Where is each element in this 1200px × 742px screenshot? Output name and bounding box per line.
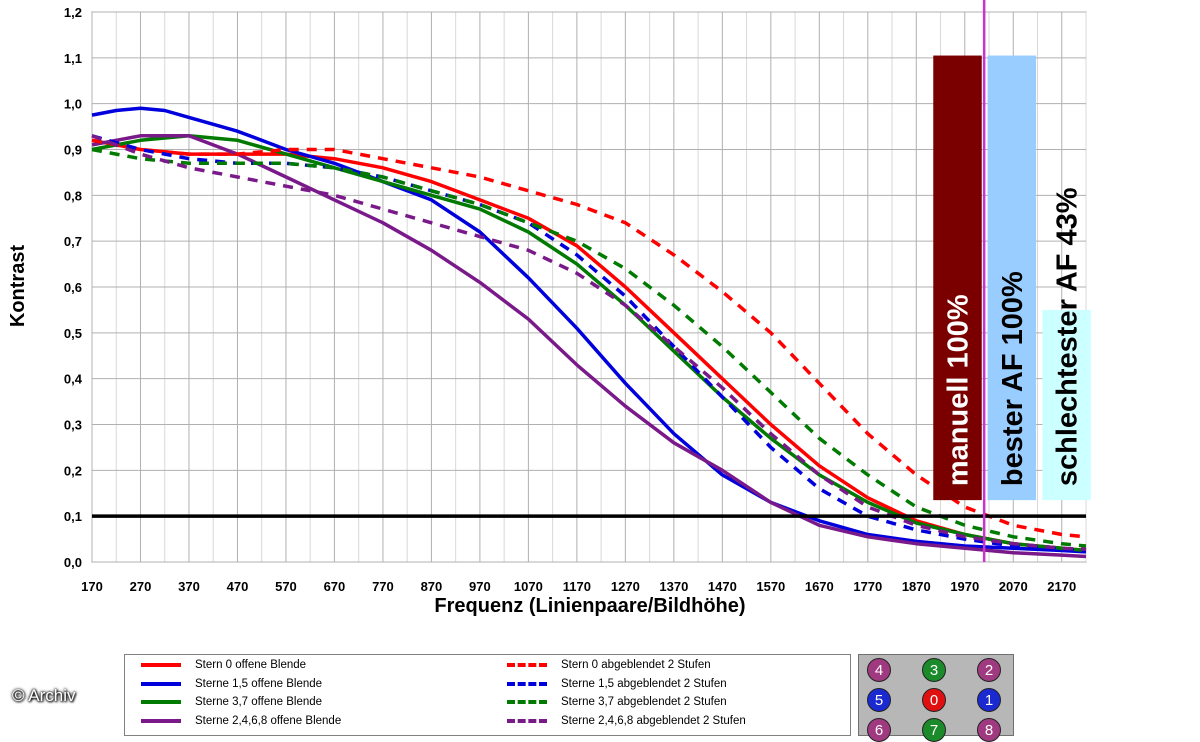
legend-swatch <box>507 718 547 723</box>
y-tick-label: 0,7 <box>64 234 82 249</box>
y-tick-label: 0,0 <box>64 555 82 570</box>
chart-ticks: 170 270 370 470 570 670 770 870 970 1070 1170 1270 1… <box>64 5 1076 594</box>
star-position-8: 8 <box>977 718 1001 742</box>
y-tick-label: 0,2 <box>64 463 82 478</box>
x-tick-label: 570 <box>275 579 297 594</box>
legend-item: Sterne 1,5 offene Blende <box>141 675 322 693</box>
legend-item: Sterne 2,4,6,8 abgeblendet 2 Stufen <box>507 712 746 730</box>
x-tick-label: 1370 <box>659 579 688 594</box>
star-position-3: 3 <box>922 658 946 682</box>
y-tick-label: 0,4 <box>64 372 83 387</box>
x-tick-label: 470 <box>227 579 249 594</box>
star-position-4: 4 <box>867 658 891 682</box>
series-line-8 <box>91 134 1087 551</box>
x-tick-label: 370 <box>178 579 200 594</box>
star-position-6: 6 <box>867 718 891 742</box>
bar-2 <box>987 55 1037 501</box>
legend-item: Stern 0 offene Blende <box>141 656 306 674</box>
x-tick-label: 1470 <box>708 579 737 594</box>
x-tick-label: 2070 <box>999 579 1028 594</box>
bar-label-3: schlechtester AF 43% <box>1052 187 1084 486</box>
legend-swatch <box>141 718 181 723</box>
star-position-map: 4 3 2 5 0 1 6 7 8 <box>858 654 1014 742</box>
legend-label: Sterne 2,4,6,8 abgeblendet 2 Stufen <box>561 714 746 727</box>
star-position-0: 0 <box>922 688 946 712</box>
y-tick-label: 0,9 <box>64 143 82 158</box>
series-line-4 <box>91 134 1087 559</box>
x-tick-label: 1170 <box>563 579 591 594</box>
y-tick-label: 1,1 <box>64 51 82 66</box>
y-tick-label: 1,2 <box>64 5 82 20</box>
y-tick-label: 0,6 <box>64 280 82 295</box>
star-position-5: 5 <box>867 688 891 712</box>
legend-swatch <box>507 663 547 667</box>
x-tick-label: 770 <box>372 579 394 594</box>
legend-swatch <box>141 663 181 667</box>
legend-item: Sterne 3,7 abgeblendet 2 Stufen <box>507 693 727 711</box>
bar-3 <box>1042 309 1091 501</box>
legend-label: Sterne 2,4,6,8 offene Blende <box>195 714 342 727</box>
star-position-7: 7 <box>922 718 946 742</box>
legend-swatch <box>507 681 547 686</box>
bar-label-1: manuell 100% <box>943 294 975 486</box>
legend-label: Sterne 1,5 offene Blende <box>195 677 323 690</box>
x-tick-label: 2170 <box>1047 579 1076 594</box>
y-tick-label: 0,5 <box>64 326 82 341</box>
x-tick-label: 1570 <box>756 579 785 594</box>
x-tick-label: 170 <box>81 579 103 594</box>
legend-label: Stern 0 offene Blende <box>195 659 307 671</box>
legend-label: Sterne 3,7 offene Blende <box>195 696 323 708</box>
legend-item: Stern 0 abgeblendet 2 Stufen <box>507 656 711 674</box>
legend-item: Sterne 3,7 offene Blende <box>141 693 322 711</box>
star-position-1: 1 <box>977 688 1001 712</box>
legend-swatch <box>141 700 181 704</box>
legend-label: Sterne 3,7 abgeblendet 2 Stufen <box>561 696 727 708</box>
x-tick-label: 1070 <box>514 579 543 594</box>
legend-item: Sterne 2,4,6,8 offene Blende <box>141 712 341 730</box>
x-tick-label: 870 <box>421 579 443 594</box>
y-axis-label: Kontrast <box>7 245 29 328</box>
x-tick-label: 1870 <box>902 579 931 594</box>
x-tick-label: 1970 <box>950 579 979 594</box>
x-tick-label: 270 <box>130 579 152 594</box>
star-position-2: 2 <box>977 658 1001 682</box>
mtf-chart: manuell 100% bester AF 100% schlechtester … <box>7 0 1091 617</box>
bar-1 <box>933 55 982 501</box>
x-tick-label: 970 <box>469 579 491 594</box>
bar-label-2: bester AF 100% <box>997 271 1029 486</box>
chart-legend: Stern 0 offene Blende Sterne 1,5 offene B… <box>124 654 851 736</box>
legend-label: Sterne 1,5 abgeblendet 2 Stufen <box>561 677 727 690</box>
series-line-2 <box>91 106 1087 554</box>
y-tick-label: 0,1 <box>64 509 82 524</box>
legend-swatch <box>507 700 547 704</box>
y-tick-label: 0,8 <box>64 188 82 203</box>
x-tick-label: 1670 <box>805 579 834 594</box>
y-tick-label: 1,0 <box>64 97 82 112</box>
y-tick-label: 0,3 <box>64 418 82 433</box>
series-line-6 <box>91 134 1087 553</box>
legend-label: Stern 0 abgeblendet 2 Stufen <box>561 659 711 671</box>
x-tick-label: 1270 <box>611 579 640 594</box>
legend-item: Sterne 1,5 abgeblendet 2 Stufen <box>507 675 727 693</box>
x-tick-label: 670 <box>324 579 346 594</box>
copyright-watermark: © Archiv <box>12 686 76 705</box>
x-tick-label: 1770 <box>853 579 882 594</box>
legend-swatch <box>141 681 181 686</box>
series-line-3 <box>91 134 1087 553</box>
chart-bars: manuell 100% bester AF 100% schlechtester … <box>933 0 1091 562</box>
x-axis-label: Frequenz (Linienpaare/Bildhöhe) <box>434 595 745 617</box>
